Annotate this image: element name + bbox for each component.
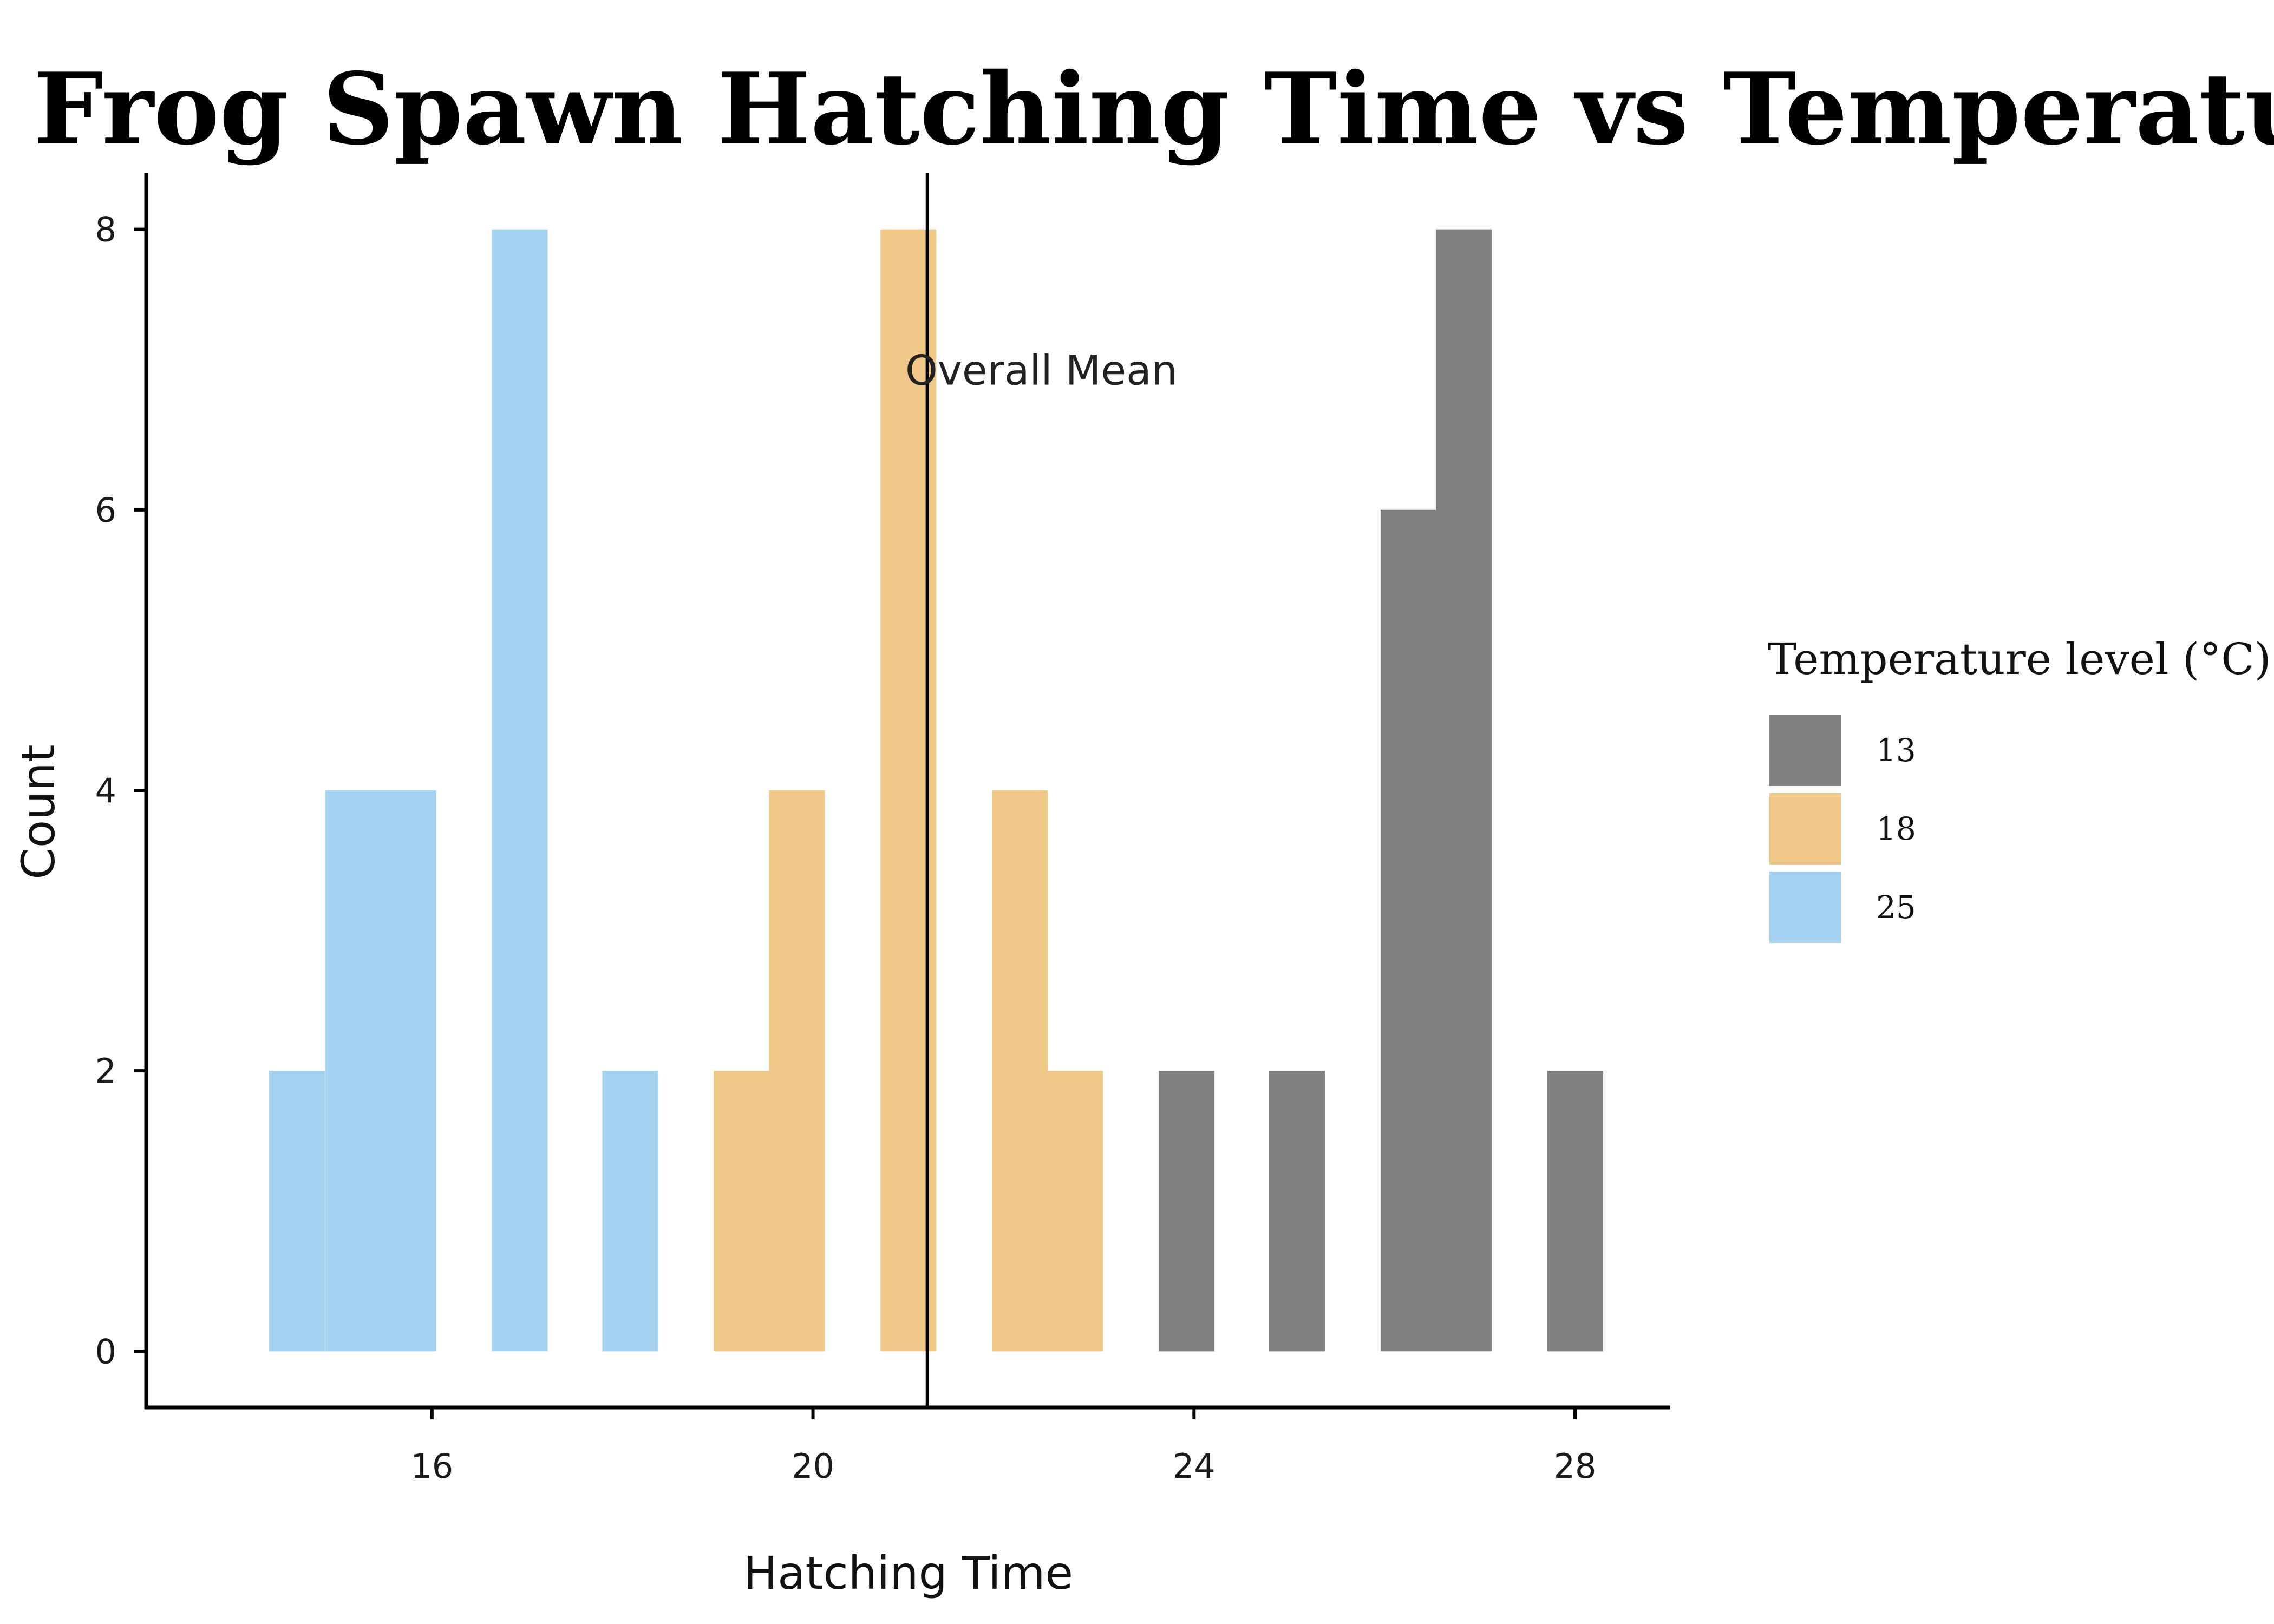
legend-items: 13 18 25 — [1769, 715, 1916, 943]
y-axis-title: Count — [12, 744, 65, 879]
bar-temp-13 — [1380, 509, 1436, 1352]
legend-key-18 — [1769, 793, 1841, 865]
legend-label-18: 18 — [1876, 810, 1916, 847]
legend-title: Temperature level (°C) — [1768, 634, 2271, 684]
bar-temp-18 — [992, 790, 1048, 1352]
x-tick-label: 28 — [1554, 1446, 1597, 1486]
overall-mean-annotation: Overall Mean — [905, 346, 1178, 395]
bar-temp-25 — [380, 790, 436, 1352]
y-tick-label: 8 — [95, 210, 116, 250]
bar-temp-13 — [1435, 229, 1492, 1352]
bar-temp-25 — [269, 1071, 325, 1352]
x-tick-label: 24 — [1173, 1446, 1216, 1486]
y-tick-label: 2 — [95, 1051, 116, 1091]
y-tick-label: 6 — [95, 490, 116, 530]
legend-key-13 — [1769, 715, 1841, 786]
bars-layer — [269, 229, 1603, 1352]
x-axis-title: Hatching Time — [743, 1547, 1073, 1600]
legend: Temperature level (°C) 13 18 25 — [1768, 634, 2271, 943]
bar-temp-13 — [1547, 1071, 1603, 1352]
bar-temp-13 — [1269, 1071, 1325, 1352]
y-tick-label: 0 — [95, 1332, 116, 1371]
bar-temp-25 — [492, 229, 548, 1352]
legend-label-25: 25 — [1876, 889, 1916, 926]
bar-temp-18 — [1047, 1071, 1103, 1352]
y-tick-label: 4 — [95, 771, 116, 810]
bar-temp-25 — [602, 1071, 658, 1352]
chart-title: Frog Spawn Hatching Time vs Temperature — [34, 51, 2274, 167]
bar-temp-18 — [714, 1071, 770, 1352]
bar-temp-13 — [1159, 1071, 1215, 1352]
bar-temp-25 — [325, 790, 381, 1352]
legend-label-13: 13 — [1876, 732, 1916, 769]
x-tick-label: 16 — [410, 1446, 453, 1486]
bar-temp-18 — [769, 790, 825, 1352]
legend-key-25 — [1769, 872, 1841, 943]
x-tick-label: 20 — [792, 1446, 834, 1486]
